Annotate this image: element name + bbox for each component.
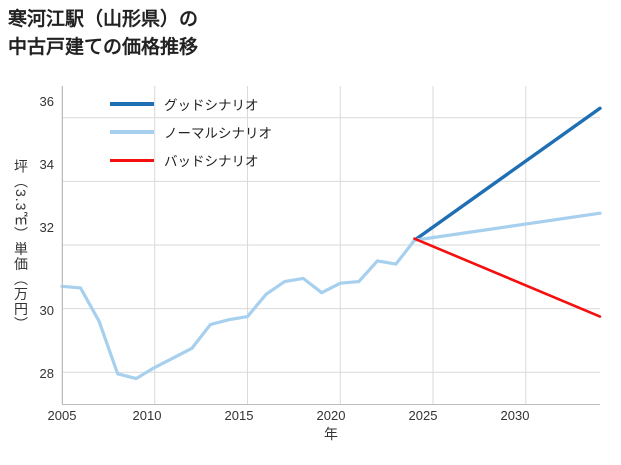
y-tick-label-36: 36 [39,94,54,109]
legend-label-good: グッドシナリオ [164,98,259,113]
y-axis-title: 坪（3.3㎡）単価（万円） [10,86,32,404]
series-line [413,237,602,318]
x-tick-label-2025: 2025 [408,408,438,423]
plot-svg [60,86,602,404]
legend-label-bad: バッドシナリオ [164,154,259,169]
data-series [60,106,602,381]
legend-label-normal: ノーマルシナリオ [164,126,272,141]
x-axis-title: 年 [62,424,600,444]
chart-title-line1: 寒河江駅（山形県）の [8,9,199,30]
x-axis-spine [62,404,600,405]
legend-swatch-good [110,102,154,106]
x-tick-label-2010: 2010 [132,408,162,423]
chart-title: 寒河江駅（山形県）の 中古戸建ての価格推移 [8,6,198,61]
x-tick-label-2005: 2005 [47,408,77,423]
legend-item-normal: ノーマルシナリオ [110,118,272,146]
legend-item-good: グッドシナリオ [110,90,272,118]
grid-lines [61,86,600,404]
series-line [60,211,602,381]
x-tick-label-2030: 2030 [500,408,530,423]
y-axis-spine [62,86,63,405]
x-axis-title-text: 年 [324,426,338,442]
legend-swatch-normal [110,130,154,134]
series-line [412,106,602,242]
y-tick-label-32: 32 [39,220,54,235]
plot-area [60,86,602,404]
chart-legend: グッドシナリオ ノーマルシナリオ バッドシナリオ [110,90,272,174]
legend-swatch-bad [110,158,154,162]
y-tick-label-34: 34 [39,157,54,172]
y-axis-title-text: 坪（3.3㎡）単価（万円） [13,158,29,332]
x-tick-label-2020: 2020 [316,408,346,423]
chart-title-line2: 中古戸建ての価格推移 [8,36,199,58]
legend-item-bad: バッドシナリオ [110,146,272,174]
y-tick-label-28: 28 [39,366,54,381]
y-tick-label-30: 30 [39,303,54,318]
x-tick-label-2015: 2015 [224,408,254,423]
